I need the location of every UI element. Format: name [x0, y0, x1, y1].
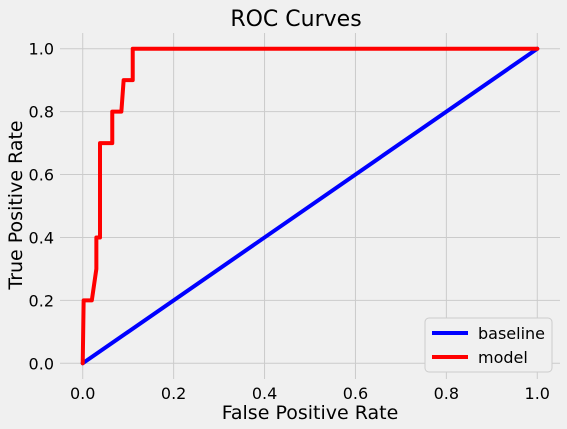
x-tick-label: 0.8 [434, 384, 459, 403]
x-tick-label: 0.2 [161, 384, 186, 403]
y-tick-label: 0.0 [29, 354, 54, 373]
legend-label-baseline: baseline [478, 324, 545, 343]
y-tick-label: 0.8 [29, 103, 54, 122]
legend-label-model: model [478, 348, 528, 367]
x-axis-label: False Positive Rate [222, 402, 399, 424]
y-tick-label: 1.0 [29, 40, 54, 59]
series-lines [80, 46, 540, 366]
x-tick-label: 0.4 [252, 384, 277, 403]
legend: baseline model [424, 317, 553, 373]
y-axis-label: True Positive Rate [5, 120, 27, 290]
x-tick-label: 0.6 [343, 384, 368, 403]
y-tick-label: 0.2 [29, 291, 54, 310]
x-tick-label: 1.0 [525, 384, 550, 403]
y-tick-label: 0.4 [29, 228, 54, 247]
tick-labels: 0.0 0.2 0.4 0.6 0.8 1.0 0.0 0.2 0.4 0.6 0.8 1.0 [29, 40, 550, 403]
series-line-model [80, 46, 540, 366]
series-line-baseline [80, 46, 540, 366]
x-tick-label: 0.0 [70, 384, 95, 403]
chart-title: ROC Curves [230, 7, 361, 32]
y-tick-label: 0.6 [29, 166, 54, 185]
